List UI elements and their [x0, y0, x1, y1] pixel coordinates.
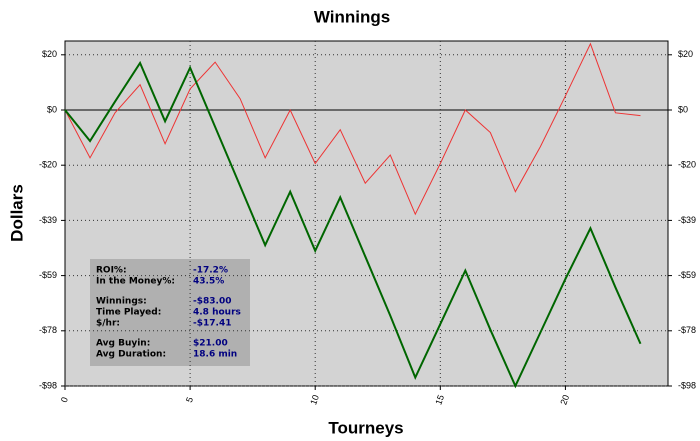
x-tick-label: 0 — [59, 396, 70, 404]
y-axis-label: Dollars — [7, 184, 26, 242]
stat-label: Time Played: — [96, 308, 161, 318]
stat-label: Avg Duration: — [96, 350, 166, 360]
x-tick-label: 15 — [433, 393, 446, 406]
y-tick-label: -$98 — [39, 380, 57, 390]
x-tick-label: 10 — [308, 393, 321, 406]
y2-tick-label: $0 — [678, 104, 688, 114]
stat-label: ROI%: — [96, 266, 127, 276]
y2-tick-label: -$59 — [678, 270, 696, 280]
stat-label: Winnings: — [96, 297, 147, 307]
y2-tick-label: -$20 — [678, 160, 696, 170]
y-tick-label: -$39 — [39, 215, 57, 225]
y-tick-label: $20 — [42, 49, 57, 59]
y2-tick-label: -$98 — [678, 380, 696, 390]
y2-tick-label: -$39 — [678, 215, 696, 225]
y-tick-label: -$20 — [39, 160, 57, 170]
stat-label: In the Money%: — [96, 277, 175, 287]
series-line — [64, 42, 641, 216]
y2-tick-label: $20 — [678, 49, 693, 59]
chart-title: Winnings — [314, 7, 390, 26]
stat-value: $21.00 — [193, 339, 228, 349]
stat-label: Avg Buyin: — [96, 339, 150, 349]
x-tick-label: 5 — [184, 396, 195, 404]
stat-value: 4.8 hours — [193, 308, 241, 318]
y-tick-label: $0 — [47, 104, 57, 114]
stat-value: 43.5% — [193, 277, 224, 287]
stat-label: $/hr: — [96, 319, 120, 329]
x-tick-label: 20 — [558, 393, 571, 406]
stats-box — [90, 259, 250, 366]
y-tick-label: -$78 — [39, 325, 57, 335]
x-axis-label: Tourneys — [328, 418, 403, 437]
stat-value: 18.6 min — [193, 350, 237, 360]
stat-value: -$17.41 — [193, 319, 231, 329]
series-line — [64, 60, 642, 389]
y-tick-label: -$59 — [39, 270, 57, 280]
stat-value: -$83.00 — [193, 297, 231, 307]
y2-tick-label: -$78 — [678, 325, 696, 335]
stat-value: -17.2% — [193, 266, 228, 276]
